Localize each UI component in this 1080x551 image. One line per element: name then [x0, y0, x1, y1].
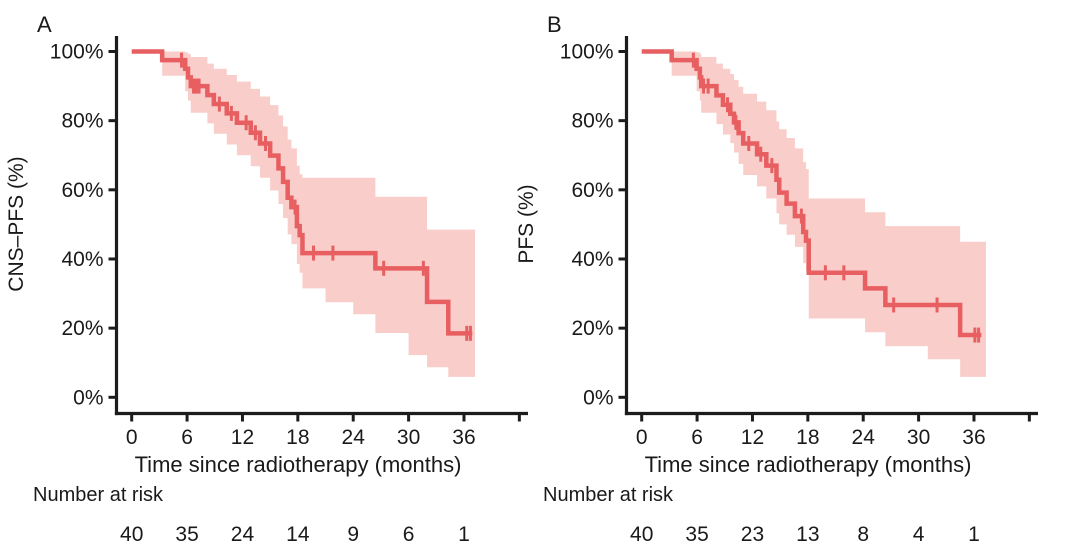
panel-a-letter: A: [37, 12, 53, 37]
panel-a-x-axis-title: Time since radiotherapy (months): [134, 452, 462, 477]
confidence-band: [162, 51, 476, 377]
risk-count: 35: [685, 523, 708, 546]
x-tick-label: 30: [397, 426, 420, 449]
risk-count: 1: [968, 523, 980, 546]
risk-count: 8: [857, 523, 869, 546]
x-tick-label: 24: [342, 426, 366, 449]
x-tick-label: 24: [852, 426, 876, 449]
y-tick-label: 20%: [571, 317, 613, 340]
x-tick-label: 12: [231, 426, 254, 449]
panel-b-x-axis-title: Time since radiotherapy (months): [644, 452, 972, 477]
risk-count: 40: [630, 523, 653, 546]
y-tick-label: 40%: [61, 248, 103, 271]
y-tick-label: 100%: [560, 41, 614, 64]
risk-count: 24: [231, 523, 255, 546]
x-tick-label: 36: [962, 426, 985, 449]
x-tick-label: 12: [741, 426, 764, 449]
y-tick-label: 40%: [571, 248, 613, 271]
y-tick-label: 0%: [583, 386, 613, 409]
panel-b-letter: B: [547, 12, 563, 37]
risk-count: 14: [286, 523, 310, 546]
risk-count: 40: [120, 523, 143, 546]
y-tick-label: 80%: [61, 110, 103, 133]
risk-count: 4: [913, 523, 925, 546]
risk-count: 13: [796, 523, 819, 546]
x-tick-label: 6: [691, 426, 703, 449]
y-tick-label: 0%: [73, 386, 103, 409]
risk-count: 9: [347, 523, 359, 546]
x-tick-label: 6: [181, 426, 193, 449]
panel-a-y-axis-title: CNS–PFS (%): [5, 156, 28, 292]
x-tick-label: 18: [796, 426, 819, 449]
x-tick-label: 0: [126, 426, 138, 449]
risk-count: 6: [403, 523, 415, 546]
y-tick-label: 80%: [571, 110, 613, 133]
y-tick-label: 100%: [50, 41, 104, 64]
x-tick-label: 36: [452, 426, 475, 449]
km-curve: [131, 49, 473, 336]
panel-b-number-at-risk-label: Number at risk: [543, 484, 674, 506]
x-tick-label: 30: [907, 426, 930, 449]
risk-count: 23: [741, 523, 764, 546]
confidence-band: [671, 51, 986, 377]
panel-a-number-at-risk-label: Number at risk: [33, 484, 164, 506]
x-tick-label: 0: [636, 426, 648, 449]
panel-b-y-axis-title: PFS (%): [515, 184, 538, 264]
risk-count: 35: [175, 523, 198, 546]
y-tick-label: 60%: [571, 179, 613, 202]
y-tick-label: 60%: [61, 179, 103, 202]
risk-count: 1: [458, 523, 470, 546]
x-tick-label: 18: [286, 426, 309, 449]
y-tick-label: 20%: [61, 317, 103, 340]
